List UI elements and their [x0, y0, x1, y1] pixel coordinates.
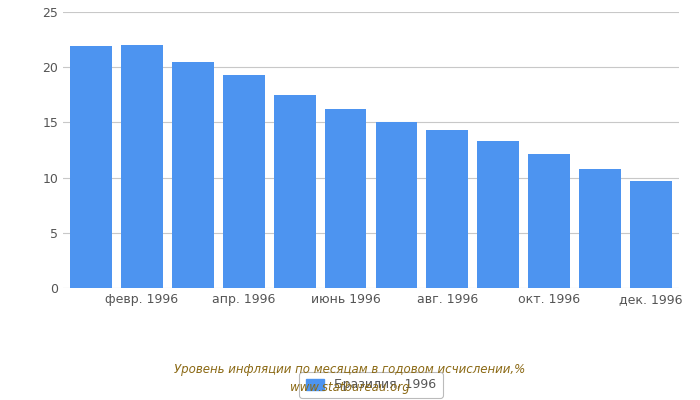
- Bar: [528, 154, 570, 288]
- Bar: [274, 95, 316, 288]
- Bar: [630, 181, 672, 288]
- Text: Уровень инфляции по месяцам в годовом исчислении,%: Уровень инфляции по месяцам в годовом ис…: [174, 364, 526, 376]
- Bar: [121, 45, 163, 288]
- Bar: [325, 109, 366, 288]
- Legend: Бразилия, 1996: Бразилия, 1996: [300, 372, 442, 398]
- Text: www.statbureau.org: www.statbureau.org: [290, 382, 410, 394]
- Bar: [376, 122, 417, 288]
- Bar: [172, 62, 214, 288]
- Bar: [70, 46, 112, 288]
- Bar: [579, 169, 621, 288]
- Bar: [477, 141, 519, 288]
- Bar: [223, 75, 265, 288]
- Bar: [426, 130, 468, 288]
